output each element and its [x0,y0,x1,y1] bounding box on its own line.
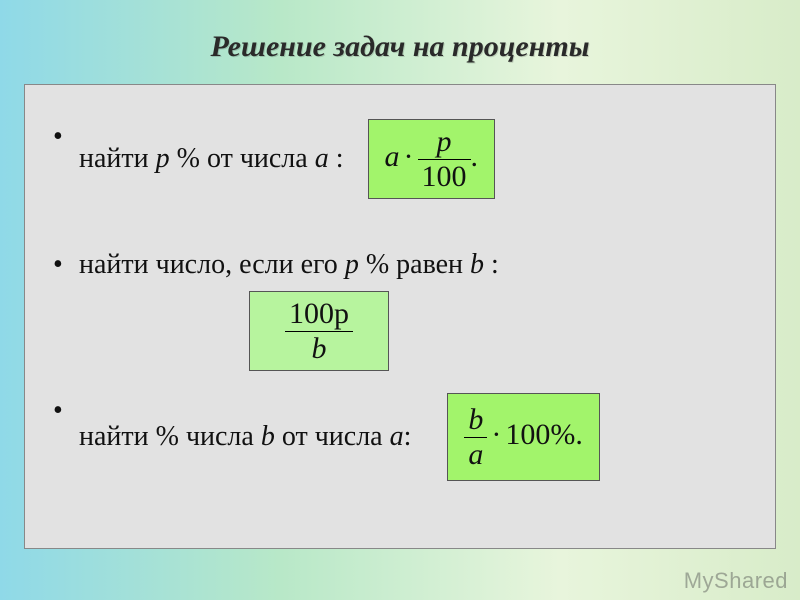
content-box: найти p % от числа a : a·p100. найти чис… [24,84,776,549]
bullet-text: найти p % от числа a : [79,141,344,177]
multiply-dot: · [487,418,505,451]
formula-1: a·p100. [368,119,496,199]
fraction-num: b [464,404,487,437]
text-fragment: : [484,249,499,280]
text-fragment: % равен [359,249,470,280]
formula-lhs: a [385,140,400,173]
fraction-den: 100 [418,159,471,193]
fraction-den: b [285,331,353,365]
text-fragment: найти % числа [79,421,261,452]
text-fragment: найти [79,143,156,174]
math-var-a: a [315,143,329,174]
fraction-num: p [418,126,471,159]
math-var-a: a [390,421,404,452]
bullet-text: найти % числа b от числа a: [79,419,411,455]
text-fragment: найти число, если его [79,249,345,280]
bullet-item-3: найти % числа b от числа a: ba·100%. [53,393,755,481]
text-fragment: : [329,143,344,174]
formula-3: ba·100%. [447,393,600,481]
formula-trail: . [471,140,479,173]
bullet-item-2: найти число, если его p % равен b : 100p… [53,247,755,371]
math-var-b: b [470,249,484,280]
fraction-den: a [464,437,487,471]
fraction: ba [464,404,487,470]
fraction: 100pb [285,298,353,364]
math-var-p: p [156,143,170,174]
formula-2: 100pb [249,291,389,371]
multiply-dot: · [400,140,418,173]
bullet-text: найти число, если его p % равен b : [79,249,499,280]
fraction-num: 100p [285,298,353,331]
math-var-b: b [261,421,275,452]
bullet-item-1: найти p % от числа a : a·p100. [53,119,755,199]
watermark: MyShared [684,568,788,594]
bullet-list: найти p % от числа a : a·p100. найти чис… [53,119,755,481]
formula-rhs: 100%. [505,418,583,451]
text-fragment: от числа [275,421,390,452]
text-fragment: : [404,421,412,452]
text-fragment: % от числа [170,143,315,174]
math-var-p: p [345,249,359,280]
fraction: p100 [418,126,471,192]
slide-title: Решение задач на проценты [0,0,800,76]
